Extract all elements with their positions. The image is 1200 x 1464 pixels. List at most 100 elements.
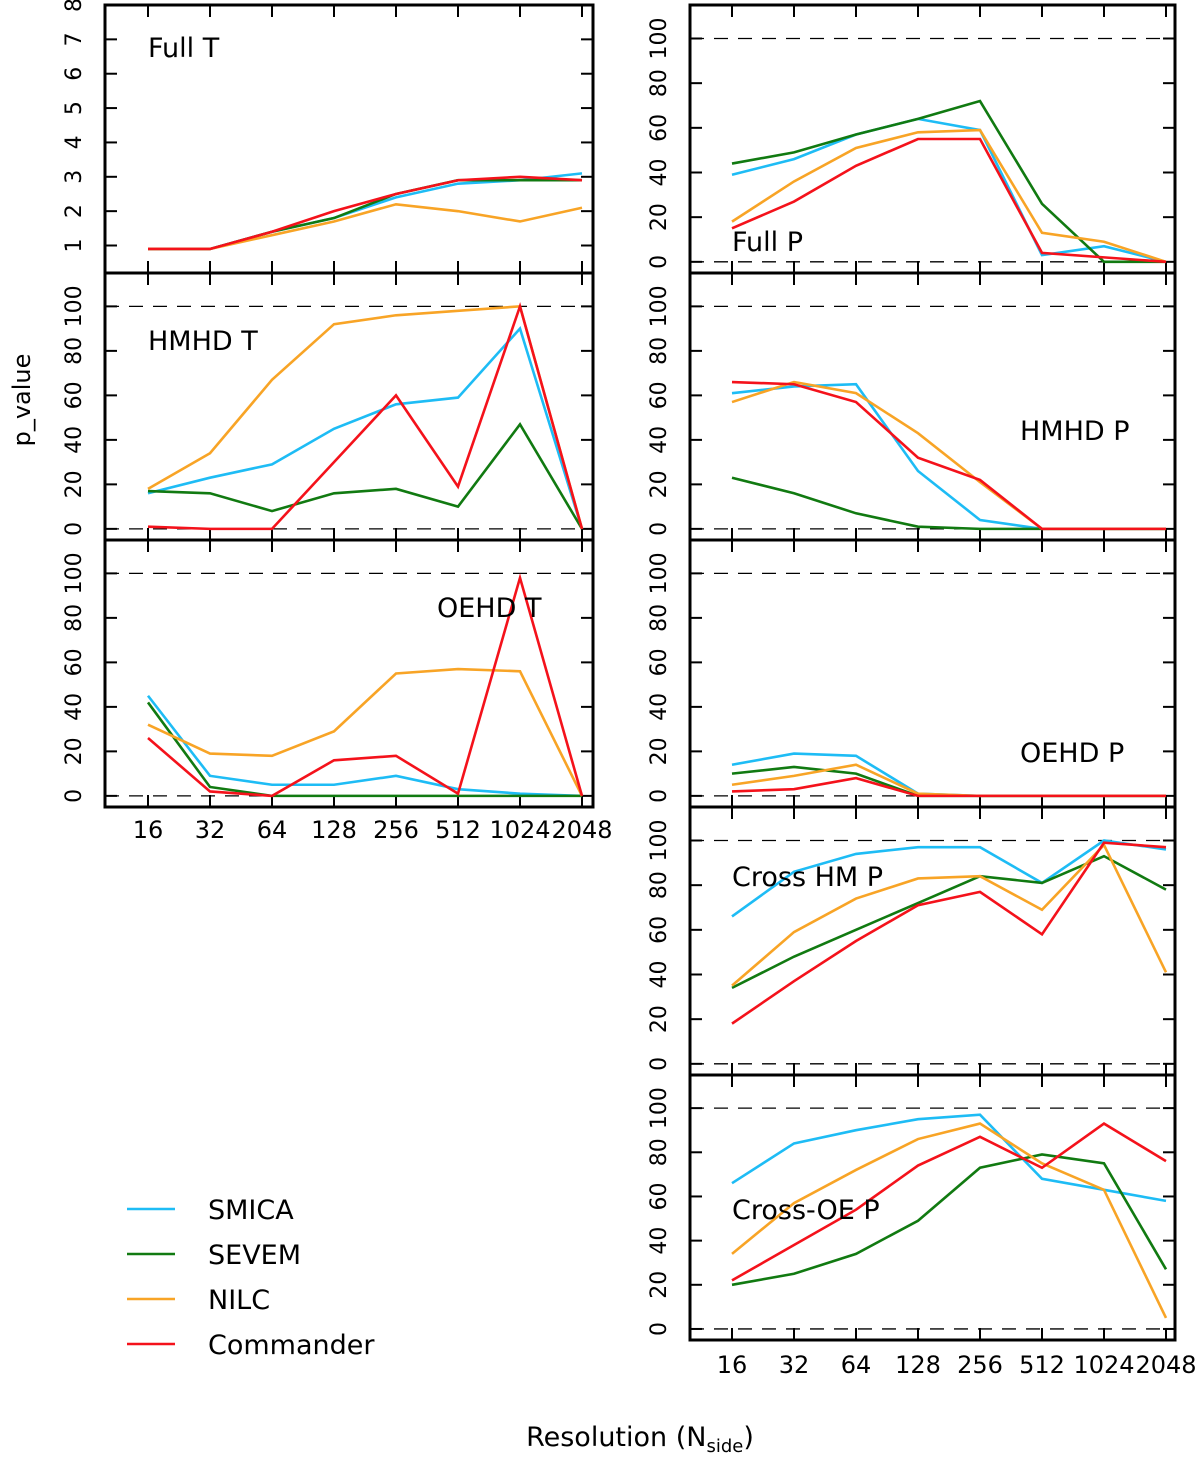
series-line-commander [147,573,584,798]
legend-label-nilc: NILC [208,1285,270,1316]
y-tick-label: 100 [647,285,672,327]
y-tick-label: 60 [647,114,672,142]
y-tick-label: 80 [62,337,87,365]
y-tick-label: 60 [647,648,672,676]
panel-title: Full T [148,33,220,64]
x-tick-label: 16 [133,816,164,844]
y-tick-label: 4 [62,135,87,149]
y-tick-label: 60 [62,648,87,676]
y-tick-label: 0 [647,789,672,803]
y-tick-label: 40 [647,961,672,989]
y-tick-label: 60 [647,916,672,944]
y-tick-label: 100 [62,552,87,594]
y-tick-label: 80 [62,604,87,632]
y-tick-label: 20 [62,737,87,765]
legend: SMICA SEVEM NILC Commander [127,1195,375,1361]
panel-frame [688,1073,1177,1342]
series-line-sevem [147,421,584,530]
y-tick-label: 1 [62,239,87,253]
x-tick-label: 128 [895,1351,941,1379]
series-line-sevem [731,476,1166,531]
panel-hmhd-t: 0 20 40 60 80 100 HMHD T [62,271,595,542]
y-tick-label: 40 [647,159,672,187]
y-tick-label: 0 [647,1057,672,1071]
y-tick-label: 8 [62,0,87,12]
series-line-sevem [148,178,582,251]
y-tick-label: 0 [62,789,87,803]
x-axis-label-close: ) [743,1422,754,1453]
y-tick-label: 100 [647,18,672,60]
y-tick-label: 20 [647,203,672,231]
series-line-sevem [731,765,1166,798]
panel-cross-oe-p: 0 20 40 60 80 100 16 32 64 128 256 512 1024 2048 Cross… [647,1073,1197,1379]
panel-hmhd-p: 0 20 40 60 80 100 HMHD P [647,271,1177,542]
x-tick-label: 32 [779,1351,810,1379]
x-tick-label: 512 [435,816,481,844]
series-line-commander [731,776,1166,798]
x-tick-label: 256 [373,816,419,844]
y-tick-label: 0 [647,1322,672,1336]
panel-full-p: 0 20 40 60 80 100 Full P [647,3,1177,275]
y-tick-label: 0 [647,255,672,269]
x-tick-label: 1024 [1073,1351,1134,1379]
y-tick-label: 100 [647,1087,672,1129]
series-line-nilc [148,202,583,251]
series-line-commander [731,137,1167,264]
series-line-sevem [731,99,1166,264]
panel-full-t: 1 2 3 4 5 6 7 8 Full T [62,0,595,275]
y-axis-label: p_value [8,354,36,447]
series-line-commander [147,301,584,531]
x-tick-label: 128 [311,816,357,844]
x-axis-label-sub: side [706,1436,743,1457]
y-tick-label: 40 [647,693,672,721]
series-line-smica [731,839,1167,918]
series-line-smica [146,694,583,798]
y-tick-label: 80 [647,69,672,97]
panel-frame [103,271,595,542]
series-line-sevem [731,854,1167,990]
x-tick-label: 32 [195,816,226,844]
x-tick-label: 2048 [1135,1351,1196,1379]
panel-frame [688,271,1177,542]
y-tick-label: 80 [647,1138,672,1166]
panel-oehd-p: 0 20 40 60 80 100 OEHD P [647,538,1177,809]
y-tick-label: 40 [647,426,672,454]
y-tick-label: 40 [62,693,87,721]
y-tick-label: 100 [62,285,87,327]
panel-title: Cross-OE P [732,1195,880,1226]
series-line-nilc [731,380,1166,531]
legend-label-sevem: SEVEM [208,1240,301,1271]
series-line-commander [731,841,1167,1025]
series-line-commander [731,380,1166,531]
series-line-commander [731,1122,1167,1282]
x-tick-label: 16 [717,1351,748,1379]
series-line-commander [148,175,583,251]
panel-frame [103,538,595,809]
y-tick-label: 20 [647,1271,672,1299]
y-tick-label: 40 [647,1227,672,1255]
y-tick-label: 100 [647,552,672,594]
panel-title: HMHD P [1020,416,1130,447]
panel-title: HMHD T [148,326,258,357]
y-tick-label: 5 [62,101,87,115]
x-axis-label: Resolution (Nside) [526,1422,754,1457]
series-line-nilc [731,128,1167,264]
y-tick-label: 80 [647,871,672,899]
x-tick-label: 64 [257,816,288,844]
series-line-smica [731,1113,1167,1203]
panel-title: Full P [732,227,803,258]
x-tick-label: 1024 [489,816,550,844]
panel-cross-hm-p: 0 20 40 60 80 100 Cross HM P [647,805,1177,1077]
y-tick-label: 20 [647,737,672,765]
legend-label-commander: Commander [208,1330,375,1361]
series-line-nilc [731,763,1166,798]
panel-oehd-t: 0 20 40 60 80 100 16 32 64 128 256 512 1024 2048 OEHD … [62,538,613,844]
y-tick-label: 20 [647,470,672,498]
y-tick-label: 40 [62,426,87,454]
y-tick-label: 100 [647,820,672,862]
x-tick-label: 512 [1019,1351,1065,1379]
y-tick-label: 80 [647,337,672,365]
panel-title: Cross HM P [732,862,883,893]
y-tick-label: 0 [647,522,672,536]
